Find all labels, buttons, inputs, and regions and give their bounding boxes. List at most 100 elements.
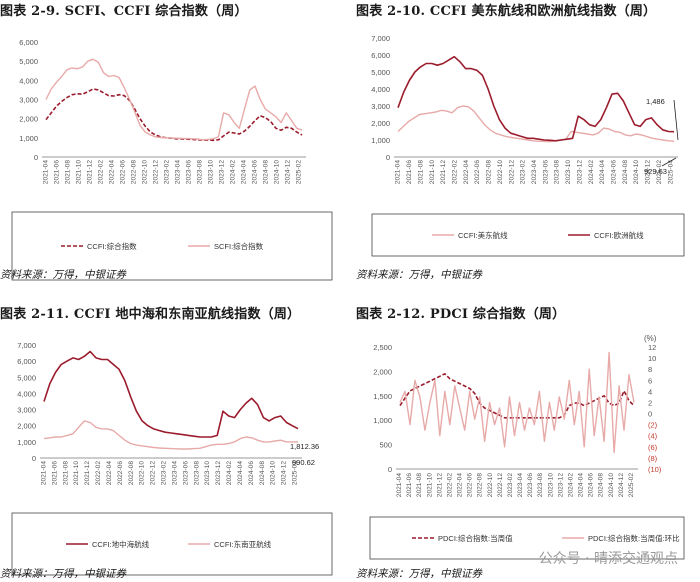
y2-tick-label: 6 [648, 376, 652, 385]
x-tick-label: 2024-06 [252, 160, 259, 185]
x-tick-label: 2021-04 [395, 160, 402, 185]
y-tick-label: 1,500 [373, 392, 392, 401]
x-tick-label: 2023-06 [542, 160, 549, 185]
x-tick-label: 2024-06 [248, 461, 255, 486]
x-tick-label: 2023-06 [186, 160, 193, 185]
x-tick-label: 2022-02 [95, 461, 102, 486]
y-tick-label: 3,000 [19, 96, 38, 105]
y2-tick-label: 12 [648, 343, 656, 352]
y-tick-label: 0 [388, 465, 392, 474]
x-tick-label: 2023-04 [531, 160, 538, 185]
y-tick-label: 6,000 [17, 357, 36, 366]
x-tick-label: 2023-08 [193, 461, 200, 486]
x-tick-label: 2023-10 [204, 461, 211, 486]
end-value-label: 1,812.36 [290, 442, 319, 451]
y2-tick-label: (8) [648, 454, 658, 463]
end-value-label: 1,486 [646, 97, 665, 106]
series-line [397, 55, 675, 142]
source-note: 资料来源：万得，中银证券 [0, 568, 126, 580]
x-tick-label: 2022-10 [139, 461, 146, 486]
x-tick-label: 2024-12 [285, 160, 292, 185]
x-tick-label: 2021-12 [87, 160, 94, 185]
x-tick-label: 2022-02 [451, 160, 458, 185]
chart-scfi-ccfi: 0 1,000 2,000 3,000 4,000 5,000 6,000 2021-04 20… [11, 38, 333, 281]
x-tick-label: 2022-06 [467, 473, 474, 498]
series-line [43, 420, 299, 450]
legend-label: CCFI:东南亚航线 [214, 539, 272, 549]
x-tick-label: 2022-08 [128, 461, 135, 486]
x-tick-label: 2021-10 [76, 160, 83, 185]
y2-tick-label: 4 [648, 387, 652, 396]
x-tick-label: 2024-10 [274, 160, 281, 185]
y-tick-label: 7,000 [17, 341, 36, 350]
y-tick-label: 0 [32, 454, 36, 463]
legend-box [11, 211, 333, 281]
x-tick-label: 2022-08 [486, 160, 493, 185]
x-tick-label: 2021-04 [396, 473, 403, 498]
y-tick-label: 1,000 [373, 416, 392, 425]
legend-box [11, 512, 333, 576]
chart-ccfi-med-sea: 0 1,000 2,000 3,000 4,000 5,000 6,000 7,000 2021… [11, 341, 333, 576]
x-tick-label: 2023-02 [507, 473, 514, 498]
source-note: 资料来源：万得，中银证券 [0, 269, 126, 281]
x-tick-label: 2022-12 [497, 473, 504, 498]
y-tick-label: 500 [379, 441, 392, 450]
chart-title: 图表 2-10. CCFI 美东航线和欧洲航线指数（周） [356, 4, 657, 19]
source-note: 资料来源：万得，中银证券 [356, 568, 482, 580]
y2-tick-label: 2 [648, 398, 652, 407]
y2-tick-label: (2) [648, 421, 658, 430]
legend-label: SCFI:综合指数 [214, 241, 264, 251]
y-tick-label: 7,000 [371, 34, 390, 43]
x-tick-label: 2021-10 [429, 160, 436, 185]
x-tick-label: 2021-08 [65, 160, 72, 185]
x-tick-label: 2023-10 [208, 160, 215, 185]
x-tick-label: 2024-04 [241, 160, 248, 185]
y2-tick-label: 10 [648, 354, 656, 363]
x-tick-label: 2022-06 [117, 461, 124, 486]
x-tick-label: 2021-06 [51, 461, 58, 486]
y-tick-label: 2,500 [373, 343, 392, 352]
y-tick-label: 6,000 [19, 38, 38, 47]
y-tick-label: 0 [34, 153, 38, 162]
x-tick-label: 2023-12 [219, 160, 226, 185]
y-tick-label: 4,000 [371, 85, 390, 94]
x-tick-label: 2022-02 [446, 473, 453, 498]
end-value-label: 990.62 [292, 458, 315, 467]
panel-scfi-ccfi: 图表 2-9. SCFI、CCFI 综合指数（周） 0 1,000 2,000 3,0… [0, 0, 340, 291]
y-tick-label: 4,000 [19, 76, 38, 85]
legend-box [369, 516, 685, 560]
y-tick-label: 3,000 [17, 406, 36, 415]
x-tick-label: 2022-04 [457, 473, 464, 498]
x-tick-label: 2023-02 [164, 160, 171, 185]
y2-tick-label: 0 [648, 410, 652, 419]
x-tick-label: 2023-02 [161, 461, 168, 486]
y2-tick-label: (6) [648, 443, 658, 452]
x-tick-label: 2022-08 [131, 160, 138, 185]
x-tick-label: 2024-02 [230, 160, 237, 185]
x-tick-label: 2025-02 [628, 473, 635, 498]
x-tick-label: 2023-04 [175, 160, 182, 185]
series-line [45, 88, 303, 142]
x-tick-label: 2025-02 [296, 160, 303, 185]
x-tick-label: 2022-06 [474, 160, 481, 185]
y-tick-label: 4,000 [17, 389, 36, 398]
y-tick-label: 2,000 [371, 119, 390, 128]
x-tick-label: 2021-06 [406, 160, 413, 185]
x-tick-label: 2023-06 [527, 473, 534, 498]
x-tick-label: 2022-10 [142, 160, 149, 185]
x-tick-label: 2023-04 [171, 461, 178, 486]
x-tick-label: 2024-02 [588, 160, 595, 185]
legend-label: CCFI:美东航线 [458, 230, 508, 240]
x-tick-label: 2022-02 [98, 160, 105, 185]
end-value-label: 929.63 [644, 167, 667, 176]
series-line [397, 105, 675, 143]
x-tick-label: 2022-12 [153, 160, 160, 185]
y-tick-label: 1,000 [371, 136, 390, 145]
annotation-leader [673, 99, 679, 141]
x-tick-label: 2023-04 [517, 473, 524, 498]
x-tick-label: 2025-02 [292, 461, 299, 486]
x-tick-label: 2021-10 [73, 461, 80, 486]
x-tick-label: 2023-10 [547, 473, 554, 498]
x-tick-label: 2021-04 [40, 461, 47, 486]
x-tick-label: 2023-08 [554, 160, 561, 185]
